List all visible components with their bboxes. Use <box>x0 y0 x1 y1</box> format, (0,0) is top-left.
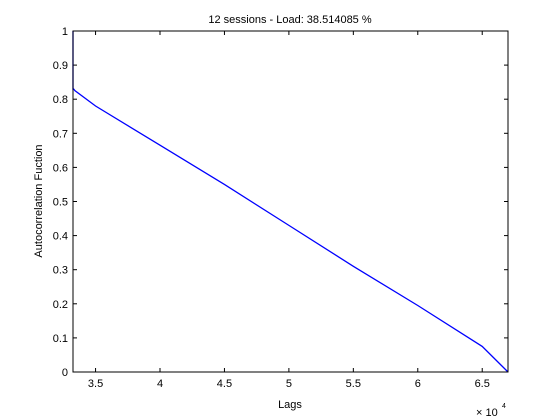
plot-area <box>73 31 508 372</box>
y-tick-label: 0.3 <box>53 265 68 277</box>
y-tick-label: 1 <box>62 26 68 38</box>
y-tick-label: 0.7 <box>53 128 68 140</box>
x-axis-label: Lags <box>278 399 302 411</box>
y-tick-label: 0 <box>62 367 68 379</box>
x-tick-label: 6 <box>415 378 421 390</box>
x-multiplier-exponent: 4 <box>502 403 506 410</box>
chart-title: 12 sessions - Load: 38.514085 % <box>208 14 372 26</box>
x-multiplier-label: × 10 <box>476 407 498 419</box>
y-tick-label: 0.4 <box>53 231 68 243</box>
ticks-group: 3.5 4 4.5 5 5.5 6 6.5 0 0.1 0.2 0.3 0.4 0.5 0.6 0.7 0.8… <box>53 26 508 390</box>
x-tick-label: 5 <box>286 378 292 390</box>
series-line-autocorrelation <box>72 31 509 373</box>
x-tick-label: 5.5 <box>346 378 361 390</box>
plot-frame <box>72 30 509 373</box>
y-tick-label: 0.1 <box>53 333 68 345</box>
y-axis-label: Autocorrelation Fuction <box>33 144 45 257</box>
y-tick-label: 0.5 <box>53 197 68 209</box>
y-tick-label: 0.8 <box>53 94 68 106</box>
y-tick-label: 0.9 <box>53 60 68 72</box>
x-tick-label: 4 <box>157 378 163 390</box>
x-tick-label: 3.5 <box>88 378 103 390</box>
x-tick-label: 6.5 <box>475 378 490 390</box>
y-tick-label: 0.6 <box>53 162 68 174</box>
x-tick-label: 4.5 <box>217 378 232 390</box>
y-tick-label: 0.2 <box>53 299 68 311</box>
series-group <box>72 31 509 373</box>
